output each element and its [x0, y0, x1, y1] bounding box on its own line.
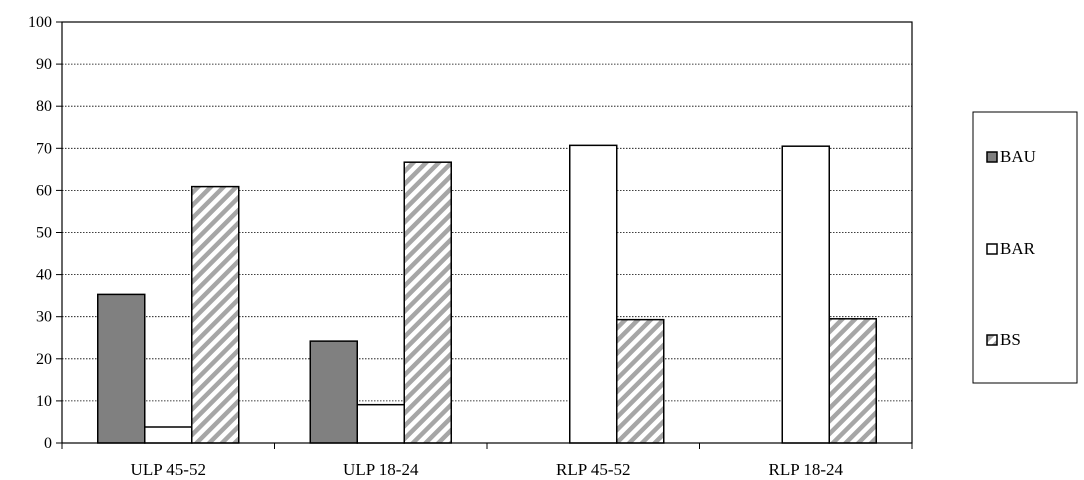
- bar-bar: [569, 144, 618, 444]
- y-tick-label: 40: [36, 267, 52, 284]
- y-tick-label: 80: [36, 98, 52, 115]
- y-tick-label: 90: [36, 56, 52, 73]
- legend-label-bar: BAR: [1000, 239, 1036, 258]
- y-tick-label: 60: [36, 182, 52, 199]
- legend-swatch-bar: [986, 243, 998, 255]
- x-tick-label: ULP 18-24: [343, 460, 419, 479]
- bar-bs: [828, 318, 877, 444]
- legend-swatch-bau: [986, 151, 998, 163]
- bar-bs: [616, 318, 665, 444]
- legend-label-bs: BS: [1000, 330, 1021, 349]
- y-tick-label: 0: [44, 435, 52, 452]
- y-tick-label: 100: [28, 14, 52, 31]
- bar-bs: [403, 161, 452, 444]
- y-tick-label: 20: [36, 351, 52, 368]
- legend: BAU BAR BS: [972, 111, 1078, 384]
- legend-label-bau: BAU: [1000, 147, 1036, 166]
- axes: 0 10 20 30 40 50 60 70 80 90 100 ULP 45-52 ULP 18-24…: [28, 14, 913, 479]
- bar-bau: [97, 293, 146, 444]
- x-tick-label: RLP 18-24: [769, 460, 844, 479]
- bars: [97, 144, 877, 444]
- bar-bar: [144, 426, 193, 444]
- bar-bau: [309, 340, 358, 444]
- x-tick-label: RLP 45-52: [556, 460, 630, 479]
- y-tick-label: 30: [36, 309, 52, 326]
- y-tick-label: 50: [36, 225, 52, 242]
- x-tick-label: ULP 45-52: [131, 460, 206, 479]
- y-tick-label: 10: [36, 393, 52, 410]
- legend-swatch-bs: [986, 334, 998, 346]
- bar-bar: [356, 403, 405, 444]
- bar-bar: [781, 145, 830, 444]
- y-tick-label: 70: [36, 140, 52, 157]
- bar-bs: [191, 185, 240, 444]
